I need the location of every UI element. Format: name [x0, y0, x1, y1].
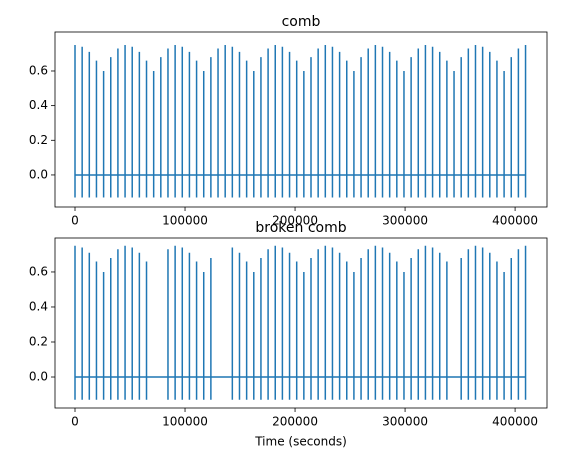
x-tick-label: 300000: [382, 415, 428, 429]
y-tick-label: 0.6: [29, 63, 48, 77]
axes-frame: [54, 31, 548, 208]
y-tick-label: 0.0: [29, 370, 48, 384]
x-tick-label: 200000: [272, 415, 318, 429]
y-tick-label: 0.4: [29, 299, 48, 313]
x-tick-label: 200000: [272, 214, 318, 228]
x-tick-label: 100000: [162, 214, 208, 228]
axes-title: comb: [282, 14, 321, 30]
y-tick-label: 0.6: [29, 264, 48, 278]
y-tick-label: 0.4: [29, 98, 48, 112]
axes-title: broken comb: [255, 220, 346, 236]
axes-frame: [54, 237, 548, 409]
y-tick-label: 0.2: [29, 133, 48, 147]
x-axis-label: Time (seconds): [254, 435, 347, 449]
x-tick-label: 400000: [492, 415, 538, 429]
y-tick-label: 0.0: [29, 167, 48, 181]
x-tick-label: 400000: [492, 214, 538, 228]
x-tick-label: 300000: [382, 214, 428, 228]
x-tick-label: 0: [71, 214, 79, 228]
x-tick-label: 0: [71, 415, 79, 429]
x-tick-label: 100000: [162, 415, 208, 429]
y-tick-label: 0.2: [29, 334, 48, 348]
